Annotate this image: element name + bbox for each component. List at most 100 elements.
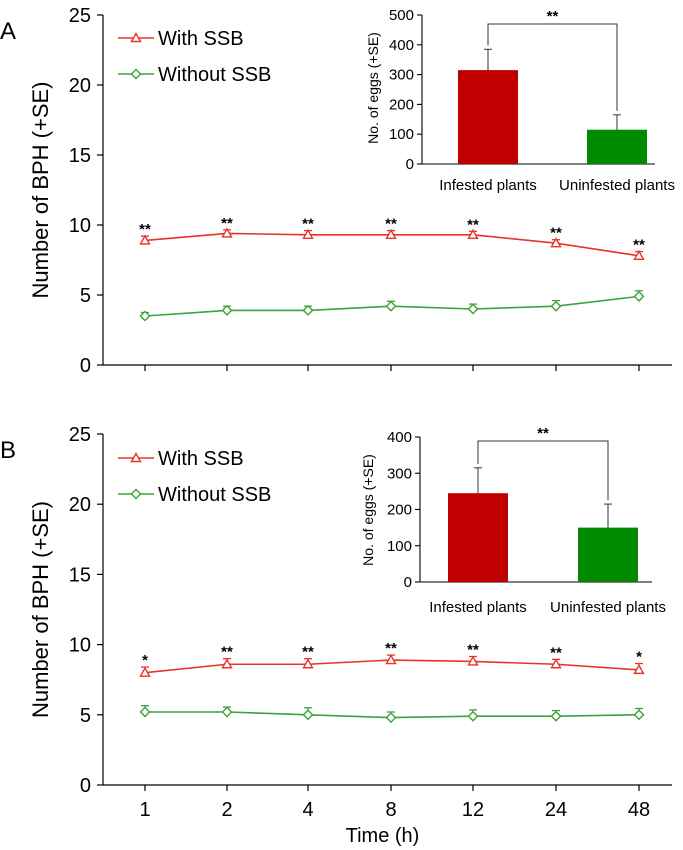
inset-y-tick-label: 0 [406, 156, 414, 173]
data-point [385, 228, 397, 240]
x-tick-label: 1 [139, 799, 150, 821]
data-point [467, 655, 479, 666]
legend-marker [130, 32, 142, 43]
legend-marker [130, 68, 142, 80]
legend-label: Without SSB [158, 484, 271, 506]
y-tick-label: 0 [80, 775, 91, 797]
y-tick-label: 15 [69, 145, 91, 167]
data-point [139, 666, 151, 677]
inset-bar [578, 527, 638, 582]
inset-y-tick-label: 100 [387, 538, 412, 555]
inset-bar [458, 70, 518, 164]
legend-label: Without SSB [158, 64, 271, 86]
legend-marker [130, 452, 142, 463]
inset-y-tick-label: 200 [389, 96, 414, 113]
legend-label: With SSB [158, 28, 244, 50]
data-point [221, 227, 233, 238]
significance-mark: ** [385, 640, 397, 657]
significance-mark: ** [550, 644, 562, 661]
x-axis-label: Time (h) [346, 825, 420, 847]
data-point [385, 300, 397, 312]
significance-mark: ** [550, 225, 562, 242]
data-point [139, 234, 151, 245]
inset-significance-bracket [487, 23, 618, 111]
data-point [550, 710, 562, 722]
significance-mark: ** [139, 221, 151, 238]
legend-marker [130, 488, 142, 500]
data-point [139, 706, 151, 718]
data-point [221, 658, 233, 669]
significance-mark: ** [385, 216, 397, 233]
x-tick-label: 4 [302, 799, 313, 821]
y-tick-label: 25 [69, 5, 91, 27]
data-point [221, 304, 233, 316]
inset-y-axis-label: No. of eggs (+SE) [365, 32, 381, 144]
significance-mark: * [636, 649, 642, 666]
inset-y-tick-label: 300 [389, 67, 414, 84]
data-point [302, 304, 314, 316]
panel-a: A 0 5 10 15 20 25 Number of BPH (+SE) ** ** ** ** **… [0, 5, 675, 377]
data-point [139, 310, 151, 322]
significance-mark: * [142, 652, 148, 669]
x-tick-label: 8 [385, 799, 396, 821]
x-tick-label: 2 [221, 799, 232, 821]
data-point [550, 237, 562, 248]
inset-y-tick-label: 500 [389, 7, 414, 24]
significance-mark: ** [221, 215, 233, 232]
inset-y-tick-label: 400 [387, 429, 412, 446]
panel-label: B [0, 437, 16, 464]
significance-mark: ** [467, 216, 479, 233]
inset-bar-chart: 0 100 200 300 400 500 No. of eggs (+SE) Infeste… [365, 7, 675, 194]
data-point [385, 712, 397, 724]
data-point [633, 709, 645, 721]
data-point [467, 710, 479, 722]
data-point [221, 706, 233, 718]
data-point [467, 303, 479, 315]
panel-label: A [0, 18, 16, 45]
y-tick-label: 5 [80, 705, 91, 727]
y-tick-label: 10 [69, 215, 91, 237]
inset-y-tick-label: 400 [389, 37, 414, 54]
inset-category-label: Uninfested plants [559, 177, 675, 194]
data-point [550, 300, 562, 312]
y-tick-label: 25 [69, 424, 91, 446]
y-tick-label: 15 [69, 564, 91, 586]
inset-y-tick-label: 100 [389, 126, 414, 143]
data-point [633, 249, 645, 260]
data-point [302, 709, 314, 721]
significance-mark: ** [467, 642, 479, 659]
inset-y-axis-label: No. of eggs (+SE) [360, 454, 376, 566]
data-point [385, 654, 397, 665]
y-tick-label: 0 [80, 355, 91, 377]
inset-bar [587, 129, 647, 164]
significance-mark: ** [302, 644, 314, 661]
y-axis-label: Number of BPH (+SE) [28, 501, 53, 718]
inset-significance-mark: ** [537, 425, 549, 442]
significance-mark: ** [302, 216, 314, 233]
x-tick-label: 12 [462, 799, 484, 821]
data-point [633, 290, 645, 302]
inset-significance-bracket [477, 440, 609, 501]
y-tick-label: 5 [80, 285, 91, 307]
x-tick-label: 48 [628, 799, 650, 821]
inset-y-tick-label: 200 [387, 502, 412, 519]
data-point [633, 663, 645, 675]
inset-bar-chart: 0 100 200 300 400 No. of eggs (+SE) Infested p… [360, 425, 666, 616]
x-tick-label: 24 [545, 799, 567, 821]
inset-bar [448, 493, 508, 582]
data-point [302, 228, 314, 240]
inset-category-label: Uninfested plants [550, 599, 666, 616]
inset-significance-mark: ** [547, 8, 559, 25]
inset-category-label: Infested plants [429, 599, 527, 616]
data-point [550, 658, 562, 669]
y-tick-label: 10 [69, 635, 91, 657]
inset-y-tick-label: 300 [387, 465, 412, 482]
inset-category-label: Infested plants [439, 177, 537, 194]
data-point [302, 658, 314, 669]
y-tick-label: 20 [69, 494, 91, 516]
y-axis-label: Number of BPH (+SE) [28, 81, 53, 298]
significance-mark: ** [221, 644, 233, 661]
legend-label: With SSB [158, 448, 244, 470]
